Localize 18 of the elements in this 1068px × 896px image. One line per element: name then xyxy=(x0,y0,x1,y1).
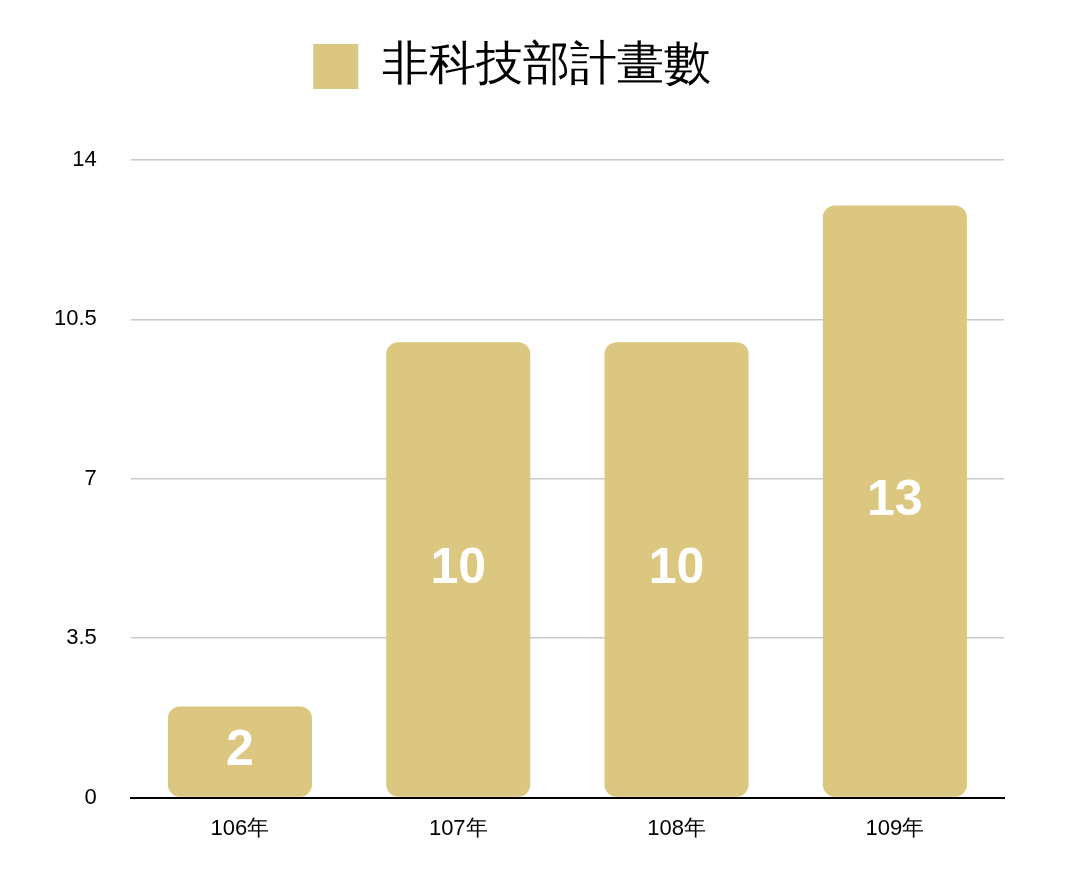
x-tick-label: 106年 xyxy=(210,814,270,840)
y-tick-label: 14 xyxy=(72,146,97,172)
y-tick-label: 0 xyxy=(84,783,97,809)
data-label: 10 xyxy=(430,538,487,595)
bar xyxy=(604,342,749,797)
x-tick-label: 108年 xyxy=(647,814,706,840)
data-label: 13 xyxy=(867,469,923,526)
y-tick-label: 7 xyxy=(84,464,97,490)
data-label: 2 xyxy=(226,720,254,777)
bar xyxy=(167,706,312,797)
data-label: 10 xyxy=(648,538,705,595)
y-tick-label: 10.5 xyxy=(53,305,97,331)
legend-label: 非科技部計畫數 xyxy=(381,36,711,90)
bar xyxy=(822,205,967,797)
y-tick-label: 3.5 xyxy=(66,624,97,650)
x-tick-label: 107年 xyxy=(428,814,488,840)
x-tick-label: 109年 xyxy=(865,814,925,840)
bar xyxy=(386,342,531,797)
